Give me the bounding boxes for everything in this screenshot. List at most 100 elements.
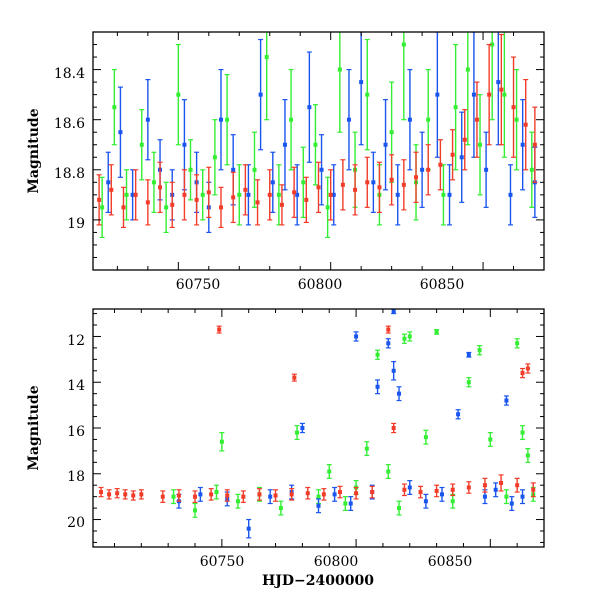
- bottom-data-point: [354, 334, 359, 339]
- bottom-data-point: [466, 352, 471, 357]
- bottom-data-point: [327, 469, 332, 474]
- top-data-point: [474, 117, 479, 122]
- bottom-data-point: [482, 494, 487, 499]
- bottom-y-tick-label: 12: [67, 333, 85, 349]
- bottom-data-point: [354, 491, 359, 496]
- bottom-data-point: [225, 493, 230, 498]
- bottom-data-point: [337, 490, 342, 495]
- bottom-data-point: [488, 437, 493, 442]
- bottom-data-point: [525, 366, 530, 371]
- top-data-point: [395, 192, 400, 197]
- bottom-data-point: [397, 506, 402, 511]
- top-data-point: [218, 117, 223, 122]
- top-data-point: [435, 92, 440, 97]
- bottom-data-point: [450, 487, 455, 492]
- top-data-point: [389, 130, 394, 135]
- bottom-data-point: [198, 492, 203, 497]
- bottom-data-point: [217, 327, 222, 332]
- top-data-point: [389, 177, 394, 182]
- top-data-point: [182, 142, 187, 147]
- bottom-data-point: [176, 493, 181, 498]
- top-data-point: [301, 180, 306, 185]
- bottom-data-point: [477, 348, 482, 353]
- bottom-data-point: [316, 494, 321, 499]
- bottom-data-point: [343, 501, 348, 506]
- top-data-point: [158, 185, 163, 190]
- top-data-layer: [96, 32, 538, 239]
- bottom-data-point: [305, 491, 310, 496]
- bottom-data-point: [391, 368, 396, 373]
- top-data-point: [218, 205, 223, 210]
- bottom-data-point: [300, 426, 305, 430]
- top-data-point: [182, 192, 187, 197]
- top-data-point: [100, 205, 105, 210]
- top-data-point: [426, 167, 431, 172]
- bottom-y-tick-label: 16: [67, 424, 85, 440]
- top-data-point: [401, 182, 406, 187]
- top-data-point: [359, 80, 364, 85]
- bottom-data-point: [321, 492, 326, 497]
- top-ticks: [93, 31, 545, 271]
- top-data-point: [453, 105, 458, 110]
- top-data-point: [133, 192, 138, 197]
- top-data-point: [295, 192, 300, 197]
- top-data-point: [270, 180, 275, 185]
- bottom-data-point: [515, 483, 520, 488]
- bottom-data-point: [482, 483, 487, 488]
- bottom-data-point: [131, 493, 136, 498]
- top-y-axis-label: Magnitude: [26, 108, 42, 193]
- top-data-point: [532, 142, 537, 147]
- bottom-panel: 60750 60800 60850 12 14 16 18 20 Magnitu…: [26, 308, 545, 589]
- top-data-point: [255, 200, 260, 205]
- top-data-point: [459, 155, 464, 160]
- top-y-tick-label: 18.8: [54, 166, 85, 182]
- top-data-point: [529, 167, 534, 172]
- top-data-point: [316, 185, 321, 190]
- bottom-data-point: [439, 492, 444, 497]
- top-data-point: [331, 192, 336, 197]
- top-data-point: [465, 67, 470, 72]
- top-data-point: [237, 192, 242, 197]
- top-data-point: [206, 190, 211, 195]
- bottom-data-point: [139, 492, 144, 497]
- top-plot-frame: [92, 31, 545, 271]
- top-data-point: [258, 92, 263, 97]
- top-data-point: [145, 200, 150, 205]
- top-data-point: [346, 117, 351, 122]
- top-data-point: [282, 142, 287, 147]
- bottom-x-tick-label: 60850: [428, 554, 473, 570]
- top-x-tick-label: 60800: [298, 277, 343, 293]
- top-data-point: [267, 192, 272, 197]
- top-data-point: [97, 197, 102, 202]
- bottom-data-point: [515, 341, 520, 346]
- bottom-data-point: [273, 493, 278, 498]
- bottom-data-point: [504, 398, 509, 403]
- top-data-point: [420, 167, 425, 172]
- bottom-data-point: [332, 492, 337, 497]
- top-data-point: [304, 197, 309, 202]
- top-data-point: [426, 117, 431, 122]
- bottom-data-point: [423, 435, 428, 440]
- bottom-x-tick-label: 60800: [314, 554, 359, 570]
- bottom-data-point: [386, 469, 391, 474]
- top-data-point: [353, 187, 358, 192]
- bottom-data-point: [456, 412, 461, 417]
- bottom-data-point: [466, 485, 471, 490]
- bottom-data-point: [193, 494, 198, 499]
- bottom-data-point: [391, 426, 396, 430]
- top-data-point: [462, 137, 467, 142]
- bottom-data-point: [193, 508, 198, 513]
- top-data-point: [194, 197, 199, 202]
- bottom-data-point: [466, 380, 471, 385]
- bottom-data-point: [115, 491, 120, 496]
- top-data-point: [164, 205, 169, 210]
- top-y-tick-label: 19: [67, 216, 85, 232]
- top-data-point: [264, 55, 269, 60]
- bottom-x-axis-label: HJD−2400000: [262, 573, 374, 589]
- top-data-point: [490, 42, 495, 47]
- bottom-data-point: [123, 492, 128, 497]
- top-x-tick-label: 60750: [176, 277, 221, 293]
- top-data-point: [109, 187, 114, 192]
- top-x-tick-label: 60850: [420, 277, 465, 293]
